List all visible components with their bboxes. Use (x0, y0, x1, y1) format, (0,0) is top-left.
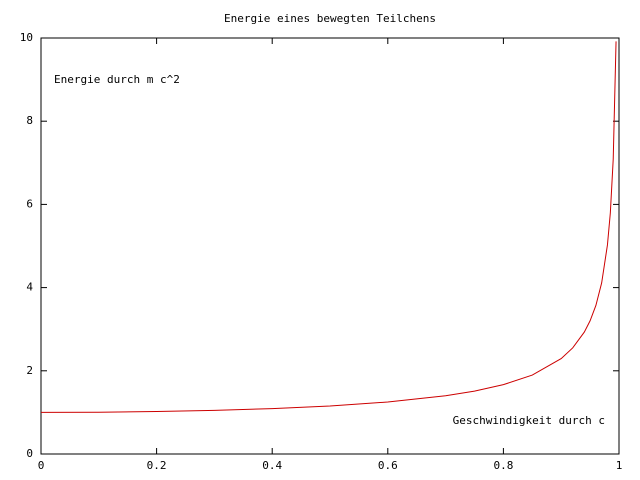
y-tick-label: 4 (26, 281, 33, 294)
x-tick-label: 0.8 (493, 459, 513, 472)
y-tick-label: 2 (26, 364, 33, 377)
chart-title: Energie eines bewegten Teilchens (224, 12, 436, 25)
x-annotation: Geschwindigkeit durch c (453, 414, 605, 427)
line-series (40, 41, 617, 413)
y-tick-label: 0 (26, 447, 33, 460)
x-tick-label: 0.4 (262, 459, 282, 472)
x-tick-label: 0 (38, 459, 45, 472)
y-annotation: Energie durch m c^2 (54, 73, 180, 86)
plot-border (40, 37, 620, 455)
x-tick-label: 0.6 (378, 459, 398, 472)
x-tick-label: 0.2 (147, 459, 167, 472)
y-tick-label: 6 (26, 197, 33, 210)
y-tick-label: 8 (26, 114, 33, 127)
x-tick-label: 1 (616, 459, 623, 472)
y-tick-label: 10 (20, 31, 33, 44)
